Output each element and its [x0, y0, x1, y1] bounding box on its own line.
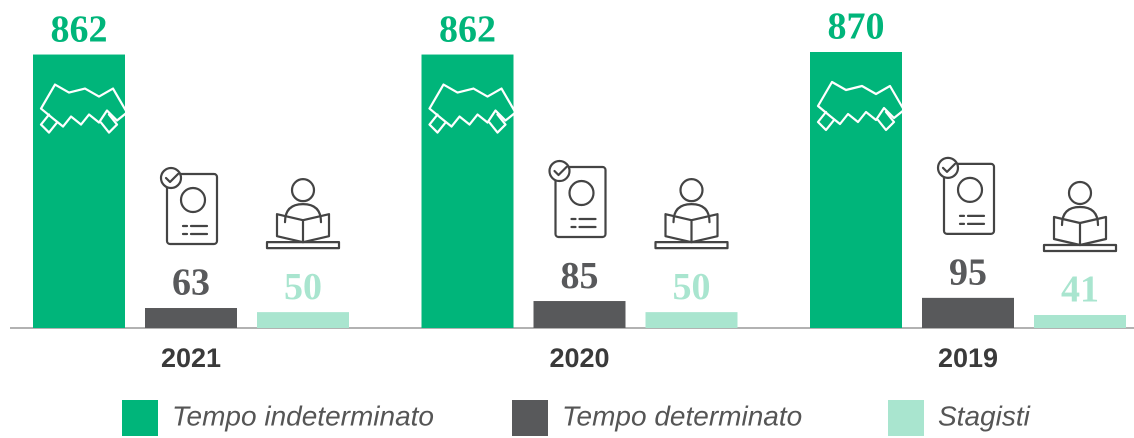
icon-part	[39, 83, 129, 128]
icon-part	[942, 162, 996, 235]
legend-swatch	[888, 400, 924, 436]
bar	[810, 52, 902, 328]
icon	[39, 83, 129, 134]
value-label: 862	[439, 8, 496, 50]
bar	[645, 312, 738, 328]
icon-part	[159, 166, 183, 190]
icon-part	[553, 165, 568, 177]
icon-part	[672, 203, 711, 224]
icon-part	[165, 172, 219, 246]
bar	[1034, 314, 1126, 328]
icon-part	[1060, 205, 1100, 227]
value-label: 63	[172, 262, 210, 304]
bar	[533, 301, 626, 328]
icon	[936, 156, 996, 235]
icon-part	[679, 178, 704, 203]
icon-part	[1067, 180, 1093, 206]
icon-part	[179, 186, 207, 214]
value-label: 95	[949, 252, 987, 294]
icon	[654, 178, 729, 250]
icon	[428, 83, 517, 134]
icon-part	[570, 217, 597, 229]
icon-part	[654, 241, 729, 250]
bar	[421, 54, 514, 328]
value-label: 50	[284, 266, 322, 308]
icon-part	[283, 203, 323, 224]
icon	[265, 178, 341, 250]
icon-part	[290, 178, 316, 203]
legend-swatch	[122, 400, 158, 436]
value-label: 50	[673, 266, 711, 308]
icon-part	[39, 113, 119, 134]
legend-label: Tempo indeterminato	[172, 400, 434, 431]
icon-part	[181, 224, 209, 236]
icon-part	[941, 162, 957, 173]
icon-part	[816, 110, 896, 132]
value-label: 862	[51, 8, 108, 50]
icon-part	[568, 179, 595, 207]
icon	[1042, 180, 1118, 253]
icon-part	[275, 213, 331, 244]
legend-swatch	[512, 400, 548, 436]
bar	[33, 54, 125, 328]
bar	[257, 312, 349, 328]
x-tick-label: 2020	[549, 343, 609, 373]
value-label: 41	[1061, 269, 1099, 311]
icon	[548, 159, 607, 239]
legend-label: Tempo determinato	[562, 400, 802, 431]
legend-label: Stagisti	[938, 400, 1031, 431]
icon	[159, 166, 219, 246]
icon-part	[816, 80, 906, 126]
value-label: 870	[828, 6, 885, 48]
icon-part	[664, 213, 719, 244]
icon-part	[956, 176, 984, 203]
icon-part	[958, 214, 986, 225]
icon-part	[428, 83, 517, 128]
value-label: 85	[561, 255, 599, 297]
x-tick-label: 2021	[161, 343, 221, 373]
icon-part	[554, 165, 607, 239]
x-tick-label: 2019	[938, 343, 998, 373]
icon-part	[428, 113, 507, 134]
icon-part	[265, 241, 341, 250]
icon-part	[548, 159, 571, 183]
icon-part	[936, 156, 960, 179]
icon-part	[1042, 243, 1118, 253]
icon-part	[164, 172, 180, 184]
bar	[145, 308, 237, 328]
bar	[922, 297, 1014, 328]
icon-part	[1052, 215, 1108, 247]
icon	[816, 80, 906, 132]
